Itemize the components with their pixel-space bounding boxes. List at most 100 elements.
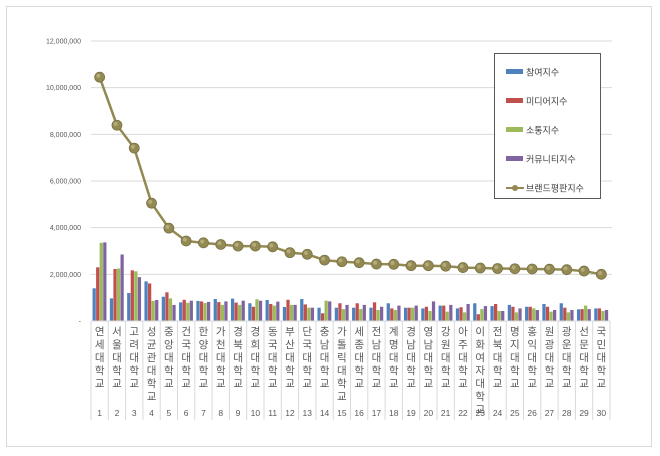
bar <box>203 303 207 321</box>
legend-label: 커뮤니티지수 <box>526 155 576 166</box>
bar <box>341 309 346 321</box>
bar <box>411 307 415 321</box>
category-label-char: 세 <box>354 326 364 338</box>
bar <box>587 309 591 321</box>
marker-highlight <box>425 262 430 267</box>
bar <box>428 310 432 321</box>
bar <box>462 312 467 321</box>
marker-highlight <box>113 121 118 126</box>
category-rank: 19 <box>406 408 416 418</box>
category-label-char: 교 <box>475 404 485 416</box>
category-label-char: 울 <box>112 339 122 351</box>
category-label-char: 학 <box>216 365 226 377</box>
bar-group <box>455 303 470 321</box>
category-label-char: 학 <box>354 365 364 377</box>
bar <box>362 304 366 321</box>
category-label-char: 학 <box>320 365 330 377</box>
bar-group <box>542 303 557 321</box>
bar <box>501 310 505 321</box>
category-label-char: 명 <box>510 326 520 338</box>
bar <box>476 314 480 321</box>
category-rank: 5 <box>166 408 171 418</box>
category-label-char: 대 <box>406 352 416 364</box>
category-label-char: 계 <box>389 326 399 338</box>
bar-group <box>559 303 574 321</box>
category-rank: 21 <box>441 408 451 418</box>
category-label-char: 연 <box>95 326 105 338</box>
category-rank: 2 <box>115 408 120 418</box>
bar <box>442 305 446 321</box>
category-label-char: 학 <box>458 365 468 377</box>
category-label-char: 선 <box>579 326 589 338</box>
category-label-char: 학 <box>233 365 243 377</box>
category-label-char: 교 <box>216 378 226 390</box>
marker-highlight <box>182 237 187 242</box>
marker-highlight <box>511 265 516 270</box>
category-rank: 12 <box>285 408 295 418</box>
bar <box>289 304 294 321</box>
bar <box>92 288 96 321</box>
bar <box>597 308 602 321</box>
legend-swatch-icon <box>506 127 523 132</box>
category-label-char: 광 <box>562 326 572 338</box>
bar <box>594 308 598 321</box>
category-label-char: 광 <box>545 339 555 351</box>
category-label-char: 화 <box>475 339 485 351</box>
bar <box>186 302 190 321</box>
legend-marker-icon <box>512 185 518 191</box>
bar <box>310 307 315 321</box>
marker-highlight <box>303 250 308 255</box>
bar <box>137 277 142 321</box>
category-label-char: 남 <box>320 339 330 351</box>
category-label-char: 원 <box>441 339 451 351</box>
category-label-char: 교 <box>545 378 555 390</box>
category-label-char: 국 <box>597 326 607 338</box>
marker-highlight <box>407 262 412 267</box>
bar <box>300 299 304 321</box>
category-label-char: 교 <box>251 378 261 390</box>
category-label-char: 교 <box>199 378 209 390</box>
bar <box>376 310 380 321</box>
category-label-char: 학 <box>510 365 520 377</box>
legend-label: 미디어지수 <box>526 97 567 108</box>
category-label-char: 교 <box>302 378 312 390</box>
category-label-char: 균 <box>147 339 157 351</box>
bar <box>421 308 425 321</box>
bar-group <box>92 242 107 321</box>
bar-group <box>334 303 349 321</box>
bar <box>199 301 204 321</box>
category-label-char: 이 <box>475 326 485 338</box>
legend-label: 참여지수 <box>526 67 559 79</box>
category-label-char: 희 <box>251 339 261 351</box>
category-label-char: 부 <box>285 326 295 338</box>
bar <box>480 309 484 321</box>
category-label-char: 톨 <box>337 339 347 351</box>
bar-group <box>438 304 453 321</box>
category-label-char: 교 <box>441 378 451 390</box>
bar <box>182 299 186 321</box>
bar-group <box>161 292 176 321</box>
category-label-char: 대 <box>302 352 312 364</box>
category-label-char: 남 <box>372 339 382 351</box>
bar-group <box>473 303 488 321</box>
category-label-char: 대 <box>129 352 139 364</box>
category-label-char: 대 <box>268 352 278 364</box>
bar <box>103 242 107 321</box>
category-label-char: 가 <box>337 326 347 338</box>
category-label-char: 학 <box>545 365 555 377</box>
marker-highlight <box>459 264 464 269</box>
bar <box>206 301 211 321</box>
bar <box>438 305 442 321</box>
bar <box>109 298 114 321</box>
bar-group <box>352 303 366 321</box>
category-label-char: 대 <box>458 352 468 364</box>
bar-group <box>317 300 332 321</box>
category-rank: 4 <box>149 408 154 418</box>
bar <box>369 307 373 321</box>
category-rank: 18 <box>389 408 399 418</box>
bar <box>96 267 100 321</box>
category-label-char: 대 <box>233 352 243 364</box>
bar-group <box>282 299 297 321</box>
